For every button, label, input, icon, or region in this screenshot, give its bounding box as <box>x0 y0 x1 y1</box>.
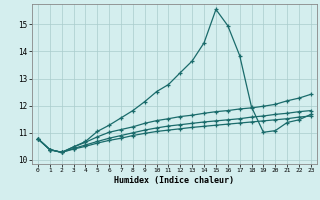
X-axis label: Humidex (Indice chaleur): Humidex (Indice chaleur) <box>115 176 234 185</box>
